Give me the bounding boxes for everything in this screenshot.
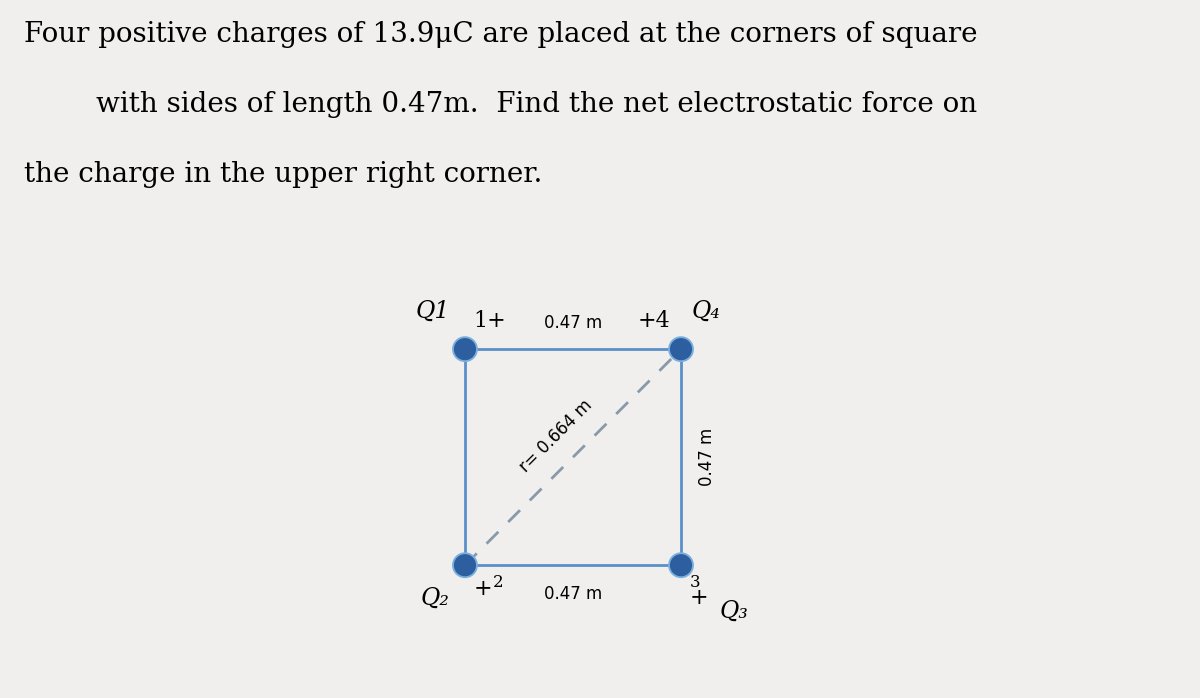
Text: the charge in the upper right corner.: the charge in the upper right corner. [24, 161, 542, 188]
Circle shape [455, 339, 475, 359]
Text: 0.47 m: 0.47 m [544, 314, 602, 332]
Circle shape [452, 337, 478, 362]
Circle shape [668, 553, 694, 577]
Circle shape [671, 555, 691, 576]
Text: r= 0.664 m: r= 0.664 m [516, 396, 595, 475]
Text: 2: 2 [493, 574, 504, 591]
Text: Q₂: Q₂ [421, 587, 450, 610]
Text: +: + [474, 578, 492, 600]
Text: with sides of length 0.47m.  Find the net electrostatic force on: with sides of length 0.47m. Find the net… [96, 91, 977, 118]
Text: +: + [690, 587, 708, 609]
Circle shape [455, 555, 475, 576]
Circle shape [452, 553, 478, 577]
Text: 3: 3 [690, 574, 701, 591]
Text: 1+: 1+ [474, 310, 506, 332]
Text: Q1: Q1 [415, 300, 450, 323]
Circle shape [671, 339, 691, 359]
Text: +4: +4 [637, 310, 671, 332]
Text: Q₄: Q₄ [692, 300, 721, 323]
Circle shape [668, 337, 694, 362]
Text: Q₃: Q₃ [720, 600, 749, 623]
Text: Four positive charges of 13.9μC are placed at the corners of square: Four positive charges of 13.9μC are plac… [24, 21, 978, 48]
Text: 0.47 m: 0.47 m [544, 585, 602, 602]
Text: 0.47 m: 0.47 m [698, 428, 716, 487]
